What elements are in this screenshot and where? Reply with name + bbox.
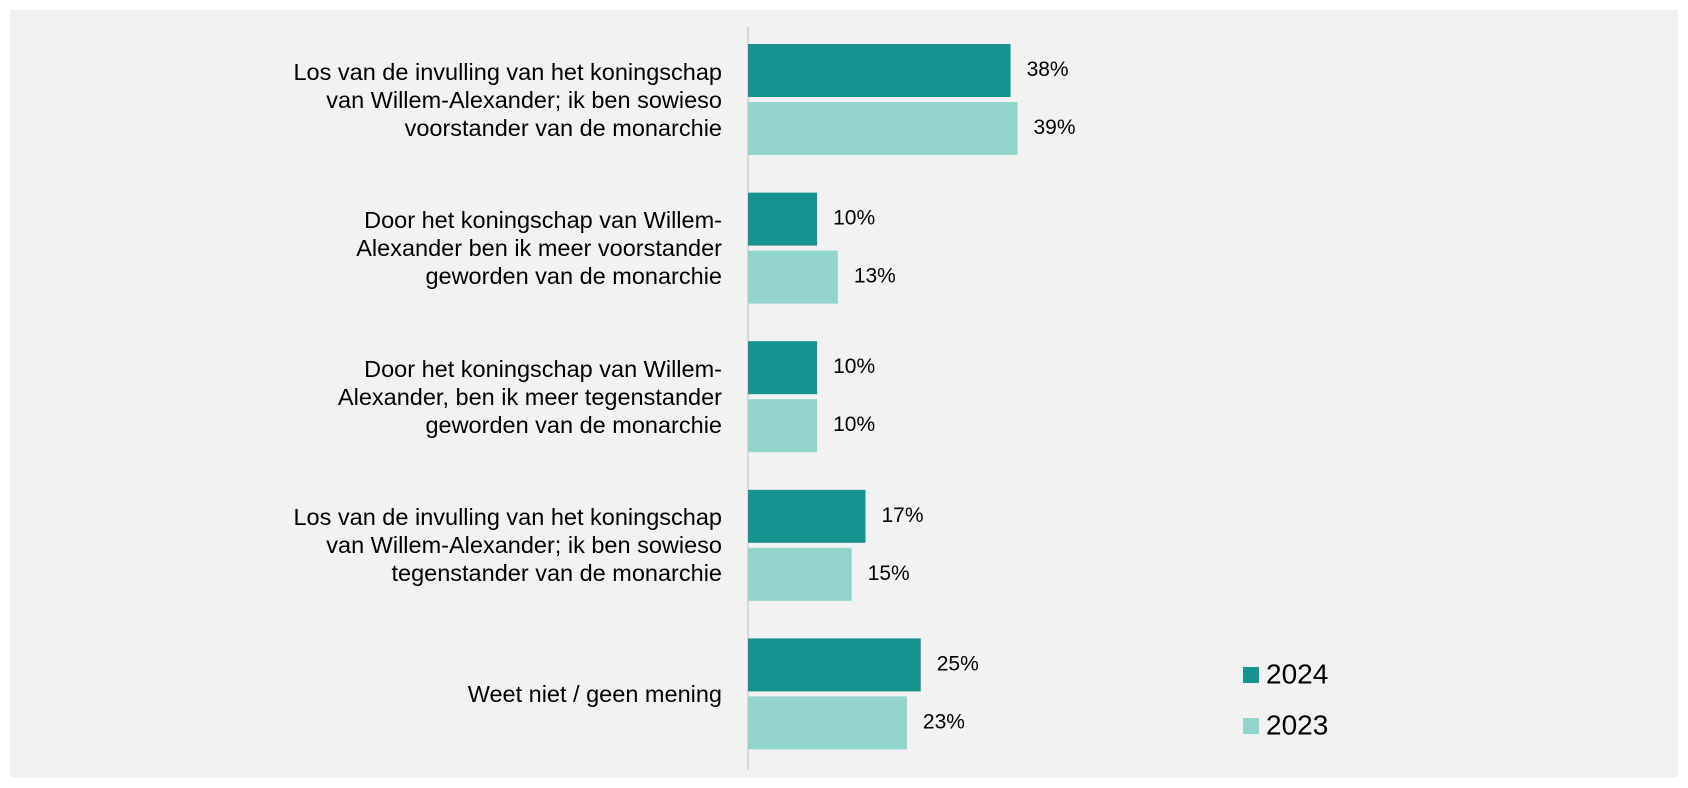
value-label: 10% — [833, 413, 875, 436]
value-label: 39% — [1033, 116, 1075, 139]
legend-label: 2024 — [1266, 658, 1328, 689]
category-label: Weet niet / geen mening — [467, 680, 722, 707]
bar — [748, 638, 921, 692]
bar — [748, 489, 866, 543]
bar — [748, 696, 907, 750]
value-label: 15% — [868, 562, 910, 585]
bar — [748, 102, 1018, 155]
category-label: Door het koningschap van Willem-Alexande… — [337, 355, 722, 438]
bar — [748, 250, 838, 304]
value-label: 10% — [833, 355, 875, 378]
legend-swatch — [1243, 667, 1259, 683]
value-label: 10% — [833, 207, 875, 230]
value-label: 38% — [1027, 58, 1069, 81]
value-label: 23% — [923, 710, 965, 733]
category-label: Los van de invulling van het koningschap… — [293, 58, 722, 141]
value-label: 17% — [881, 504, 923, 527]
value-label: 13% — [854, 265, 896, 288]
bar — [748, 341, 818, 395]
legend-label: 2023 — [1266, 709, 1328, 740]
legend-swatch — [1243, 718, 1259, 734]
category-label: Door het koningschap van Willem-Alexande… — [356, 207, 722, 290]
bar — [748, 192, 818, 246]
bar — [748, 399, 818, 453]
category-label: Los van de invulling van het koningschap… — [293, 504, 722, 587]
bar — [748, 44, 1011, 97]
value-label: 25% — [937, 652, 979, 675]
bar — [748, 547, 852, 601]
